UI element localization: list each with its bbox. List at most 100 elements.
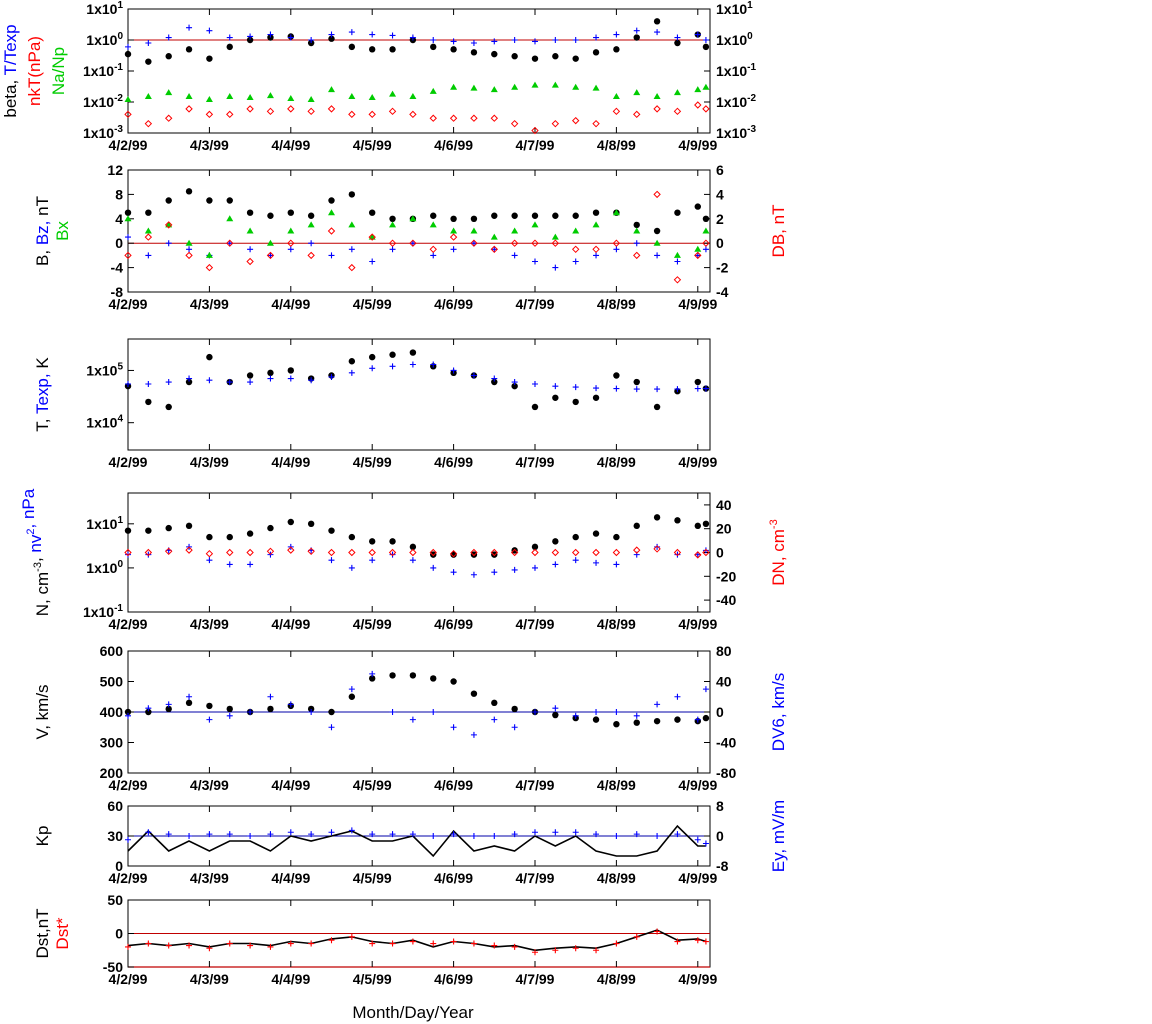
data-point-dn	[653, 545, 661, 553]
data-point-bx	[348, 221, 356, 228]
x-tick-label: 4/3/99	[190, 137, 229, 153]
y-axis-label-left: Kp	[33, 826, 52, 847]
data-point-dv6	[633, 712, 640, 719]
data-point-v	[613, 721, 620, 728]
data-point-ey	[654, 833, 661, 839]
data-point-bz	[593, 252, 600, 259]
data-point-nkt	[551, 119, 560, 128]
x-tick-label: 4/8/99	[597, 777, 636, 793]
data-point-n	[246, 530, 254, 537]
data-point-db	[490, 245, 499, 254]
x-tick-label: 4/5/99	[353, 870, 392, 886]
data-point-bx	[612, 209, 620, 216]
data-point-dv6	[593, 709, 600, 715]
data-point-nv2	[593, 559, 600, 566]
data-point-ttexp	[491, 38, 498, 45]
data-point-nv2	[552, 561, 559, 568]
y-axis-label-left: beta, T/Texp	[1, 24, 20, 117]
data-point-n	[633, 522, 640, 530]
data-point-b	[145, 209, 152, 216]
data-point-ttexp	[654, 29, 661, 36]
data-point-dv6	[613, 709, 620, 715]
y-tick-label-right: 0	[716, 545, 724, 561]
data-point-texp	[674, 386, 681, 393]
data-point-nv2	[613, 561, 620, 568]
x-tick-label: 4/9/99	[678, 971, 717, 987]
data-point-nv2	[531, 564, 538, 571]
data-point-texp	[267, 375, 274, 382]
data-point-beta	[165, 53, 172, 60]
data-point-db	[246, 257, 254, 266]
data-point-nanp	[572, 83, 580, 90]
data-point-v	[409, 672, 417, 679]
y-tick-label-left: 30	[107, 828, 123, 844]
data-point-v	[702, 714, 710, 722]
data-point-b	[165, 197, 172, 204]
data-point-db	[571, 245, 580, 254]
data-point-n	[124, 527, 132, 534]
data-point-dn	[571, 548, 580, 557]
data-point-n	[702, 520, 710, 528]
data-point-ttexp	[348, 29, 355, 36]
data-point-nanp	[327, 86, 335, 93]
data-point-ey	[125, 836, 131, 843]
data-point-nv2	[654, 543, 661, 550]
data-point-nkt	[653, 105, 661, 113]
data-point-n	[450, 551, 457, 558]
data-point-ey	[633, 831, 640, 838]
data-point-ey	[226, 831, 233, 838]
data-point-v	[206, 702, 213, 710]
x-tick-label: 4/4/99	[271, 454, 310, 470]
y-tick-label-left: 1x105	[86, 361, 123, 378]
x-tick-label: 4/9/99	[678, 454, 717, 470]
data-point-dv6	[654, 701, 661, 708]
data-point-bz	[450, 246, 457, 253]
data-point-ttexp	[593, 34, 600, 41]
data-point-nkt	[124, 110, 132, 119]
data-point-nkt	[470, 114, 478, 122]
data-point-n	[653, 514, 661, 521]
data-point-bz	[226, 240, 233, 247]
data-point-nanp	[673, 89, 681, 96]
data-point-n	[287, 518, 294, 526]
x-tick-label: 4/7/99	[516, 616, 555, 632]
data-point-db	[694, 251, 702, 260]
y-tick-label-right: 0	[716, 235, 724, 251]
data-point-bx	[144, 227, 152, 234]
data-point-bx	[450, 227, 458, 234]
data-point-texp	[186, 375, 193, 382]
data-point-b	[633, 221, 640, 229]
data-point-nv2	[145, 551, 152, 558]
y-axis-label-right: DV6, km/s	[769, 673, 788, 751]
data-point-ey	[694, 836, 701, 843]
data-point-t	[145, 398, 152, 406]
y-tick-label-right: 20	[716, 521, 732, 537]
x-tick-label: 4/5/99	[353, 777, 392, 793]
data-point-nkt	[246, 105, 254, 113]
y-axis-label-left: B, Bz, nT	[33, 196, 52, 266]
data-point-db	[551, 239, 560, 247]
data-point-dv6	[206, 716, 213, 723]
data-point-nanp	[702, 83, 710, 90]
data-point-b	[592, 209, 600, 216]
panel-velocity: 4/2/99 4/3/99 4/4/99 4/5/99 4/6/99 4/7/99 4/8/…	[100, 643, 737, 793]
data-point-dst	[531, 949, 538, 956]
y-tick-label-left: 500	[100, 674, 124, 690]
plot-frame	[127, 169, 711, 293]
data-point-texp	[145, 381, 152, 388]
panel-density: 4/2/99 4/3/99 4/4/99 4/5/99 4/6/99 4/7/99 4/8/…	[83, 492, 736, 632]
data-point-v	[307, 705, 315, 713]
x-tick-label: 4/8/99	[597, 971, 636, 987]
x-tick-label: 4/5/99	[353, 454, 392, 470]
data-point-nanp	[185, 93, 193, 100]
data-point-nkt	[327, 105, 336, 113]
x-tick-label: 4/6/99	[434, 870, 473, 886]
x-tick-label: 4/3/99	[190, 616, 229, 632]
y-axis-label-left: Dst,nT	[33, 908, 52, 958]
data-point-beta	[491, 50, 498, 58]
data-point-b	[328, 197, 335, 204]
y-tick-label-left: -4	[111, 260, 124, 276]
data-point-db	[287, 239, 295, 247]
data-point-dst	[552, 947, 559, 954]
data-point-beta	[368, 46, 376, 53]
